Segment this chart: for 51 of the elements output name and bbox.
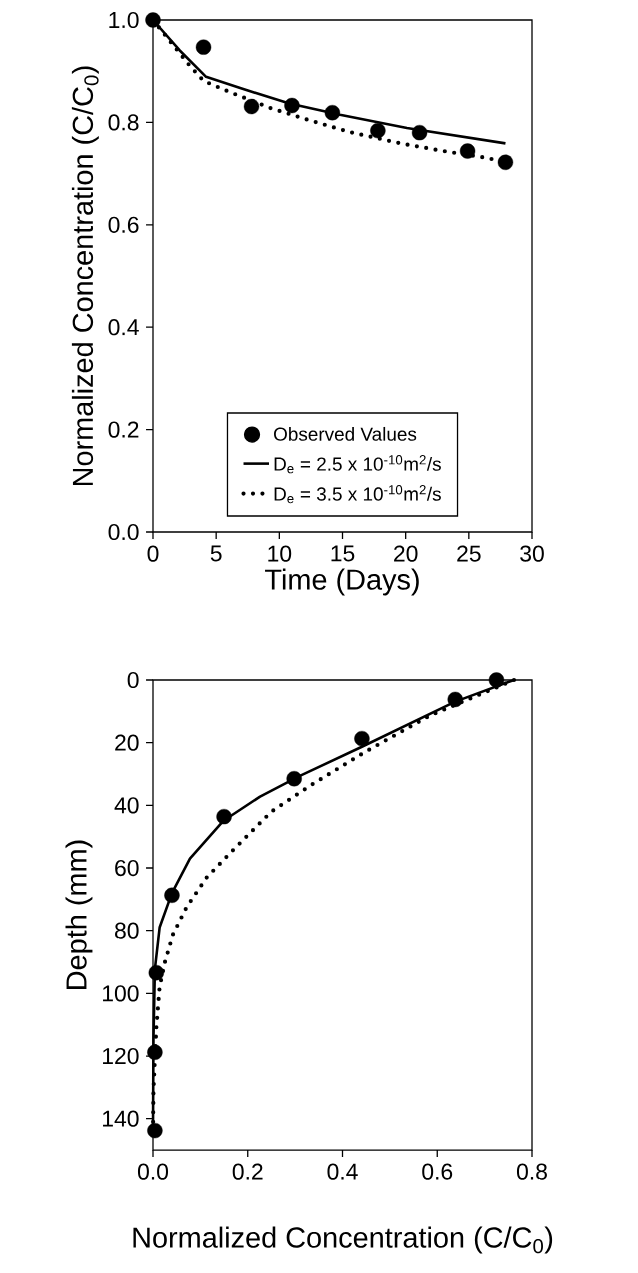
- y-axis-title: Normalized Concentration (C/C$_{0}$): [71, 66, 99, 486]
- x-tick-label: 25: [457, 545, 481, 562]
- point: [370, 122, 386, 139]
- legend-label: D$_{e}$ = 2.5 x 10$^{-10}$m$^{2}$/s: [274, 455, 441, 474]
- x-tick-label: 0.4: [327, 1163, 358, 1180]
- point: [459, 143, 476, 159]
- y-tick-label: 60: [115, 859, 139, 877]
- x-tick-label: 15: [331, 545, 355, 562]
- point: [147, 1044, 163, 1060]
- x-axis-title: Time (Days): [265, 568, 419, 596]
- y-tick-label: 0.6: [108, 216, 139, 233]
- legend-label: Observed Values: [274, 426, 417, 441]
- y-tick-label: 40: [114, 797, 139, 814]
- point: [354, 730, 370, 747]
- point: [164, 887, 180, 903]
- x-tick-label: 0.2: [232, 1163, 263, 1180]
- y-tick-label: 0: [127, 671, 139, 689]
- y-tick-label: 0.2: [108, 421, 139, 438]
- y-tick-label: 140: [103, 1110, 139, 1127]
- x-tick-label: 30: [520, 545, 544, 562]
- point: [284, 97, 300, 114]
- y-tick-label: 20: [115, 734, 139, 751]
- y-tick-label: 100: [103, 985, 139, 1002]
- point: [411, 124, 428, 141]
- y-tick-label: 1.0: [109, 11, 139, 29]
- x-tick-label: 20: [394, 545, 418, 562]
- point: [147, 1122, 163, 1139]
- x-tick-label: 0.0: [137, 1163, 169, 1180]
- point: [447, 691, 463, 708]
- point: [243, 98, 260, 115]
- y-tick-label: 120: [103, 1047, 139, 1065]
- x-tick-label: 5: [210, 545, 222, 562]
- x-tick-label: 0.8: [516, 1163, 547, 1180]
- point: [324, 105, 341, 121]
- point: [216, 808, 232, 825]
- point: [195, 39, 212, 55]
- y-tick-label: 0.4: [108, 319, 139, 336]
- y-tick-label: 0.0: [108, 523, 139, 541]
- y-axis-title: Depth (mm): [65, 840, 93, 989]
- point: [148, 965, 164, 981]
- x-tick-label: 10: [268, 545, 292, 562]
- legend-label: D$_{e}$ = 3.5 x 10$^{-10}$m$^{2}$/s: [274, 485, 441, 504]
- point: [145, 12, 161, 28]
- x-axis-title: Normalized Concentration (C/C$_{0}$): [133, 1226, 553, 1254]
- x-tick-label: 0: [147, 545, 159, 562]
- point: [286, 771, 302, 787]
- y-tick-label: 0.8: [108, 114, 139, 131]
- point: [488, 672, 505, 688]
- x-tick-label: 0.6: [422, 1163, 453, 1180]
- point: [497, 154, 514, 171]
- y-tick-label: 80: [115, 922, 139, 939]
